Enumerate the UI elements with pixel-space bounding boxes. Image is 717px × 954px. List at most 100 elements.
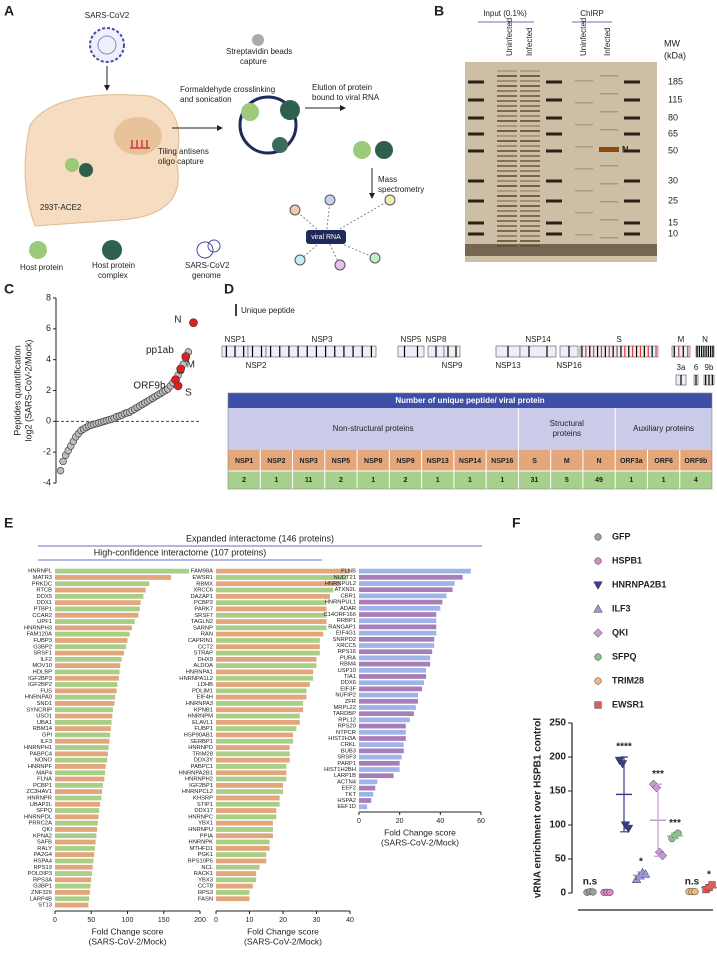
- table-header: NSP5: [332, 458, 350, 465]
- mw-marker: 30: [668, 175, 678, 185]
- ladder-band: [546, 132, 562, 136]
- table-group: Non-structural proteins: [333, 424, 414, 433]
- table-group: Auxiliary proteins: [633, 424, 694, 433]
- eluted-complex: [375, 141, 393, 159]
- bar-label: HNRNPC: [188, 814, 213, 820]
- bar-label: HNRNPA3: [186, 701, 213, 707]
- gel-band: [497, 105, 517, 107]
- gel-band: [575, 212, 593, 214]
- y-tick-label: 150: [549, 786, 566, 797]
- error-bar: [620, 756, 628, 833]
- bar-label: SRSF1: [33, 651, 52, 657]
- gel-band: [600, 165, 618, 167]
- bar: [55, 587, 146, 593]
- gel-smear: [465, 244, 657, 256]
- x-tick-label: 0: [357, 818, 361, 825]
- bar-label: SAFB: [37, 840, 52, 846]
- ladder-band: [546, 80, 562, 84]
- bar-label: FAM98A: [191, 569, 213, 575]
- bar: [55, 568, 190, 574]
- bar: [216, 745, 290, 750]
- step-label: oligo capture: [158, 157, 204, 166]
- bar-label: SFPQ: [36, 808, 52, 814]
- bar: [55, 644, 127, 650]
- bar: [216, 713, 300, 719]
- gel-band: [497, 205, 517, 207]
- gel-band: [497, 130, 517, 132]
- protein-box: [265, 345, 377, 358]
- gel-band: [575, 102, 593, 104]
- table-frame: [227, 392, 713, 490]
- step-label: Formaldehyde crosslinking: [180, 85, 275, 94]
- bar-label: ALDOA: [193, 663, 213, 669]
- bar: [359, 581, 455, 586]
- gel-band: [497, 95, 517, 97]
- table-group-bg: [228, 408, 712, 450]
- ladder-band: [624, 149, 640, 153]
- bar: [55, 600, 141, 606]
- gel-band: [520, 230, 540, 232]
- gel-band: [520, 80, 540, 82]
- bar-label: EIF4H: [197, 695, 213, 701]
- bar-label: LDHB: [198, 682, 214, 688]
- bar: [55, 839, 96, 845]
- bar-label: HNRNPK: [189, 840, 214, 846]
- bar-label: USP10: [338, 668, 356, 674]
- gel-band: [520, 165, 540, 167]
- bar-label: NUDT21: [333, 575, 356, 581]
- mw-marker: 10: [668, 228, 678, 238]
- gel-band: [575, 124, 593, 126]
- bar: [55, 820, 98, 826]
- bar-label: IGF2BP3: [28, 676, 52, 682]
- bar-label: HNRNPF: [28, 764, 53, 770]
- bound-protein: [241, 103, 259, 121]
- bar-label: LARP1B: [334, 773, 356, 779]
- legend-host-complex: [102, 240, 122, 260]
- bar: [216, 845, 270, 851]
- ladder-band: [468, 221, 484, 225]
- bar: [55, 776, 105, 782]
- bar-label: PURA: [340, 655, 356, 661]
- bar-label: UBAP2L: [30, 802, 53, 808]
- ladder-band: [624, 199, 640, 203]
- bar: [359, 742, 404, 748]
- bar: [359, 593, 447, 599]
- gel-band: [497, 235, 517, 237]
- dot: [594, 653, 602, 661]
- ladder-band: [468, 132, 484, 136]
- bar: [359, 698, 418, 704]
- bar: [216, 625, 327, 631]
- bar: [359, 723, 406, 729]
- protein-label: NSP3: [312, 335, 333, 344]
- x-axis-label: (SARS-CoV-2/Mock): [381, 837, 459, 847]
- bar-label: NONO: [35, 758, 53, 764]
- table-header: NSP1: [235, 458, 253, 465]
- y-axis-label: Peptides quantification: [12, 345, 22, 436]
- mw-marker: 15: [668, 217, 678, 227]
- bar-label: HSPA2: [337, 798, 356, 804]
- bar: [216, 650, 320, 656]
- bar: [359, 599, 443, 605]
- x-tick-label: 100: [122, 917, 134, 924]
- bar-label: HNRNPU: [188, 827, 213, 833]
- table-header: NSP2: [267, 458, 285, 465]
- x-tick-label: 30: [313, 917, 321, 924]
- dot: [593, 581, 603, 590]
- table-value: 4: [694, 477, 698, 484]
- bar: [216, 820, 273, 826]
- x-tick-label: 40: [436, 818, 444, 825]
- bar-label: HNRNPUL1: [325, 600, 356, 606]
- bar: [359, 791, 374, 797]
- bar: [359, 636, 435, 642]
- gel-band: [575, 146, 593, 148]
- bar: [216, 701, 304, 706]
- bar: [359, 655, 431, 661]
- bar-label: ILF2: [40, 657, 52, 663]
- bar: [359, 649, 433, 655]
- bar: [359, 754, 402, 760]
- table-group: Structural: [550, 419, 584, 428]
- bar: [55, 877, 92, 883]
- bar-label: ACTN4: [337, 779, 357, 785]
- gel-band: [520, 220, 540, 222]
